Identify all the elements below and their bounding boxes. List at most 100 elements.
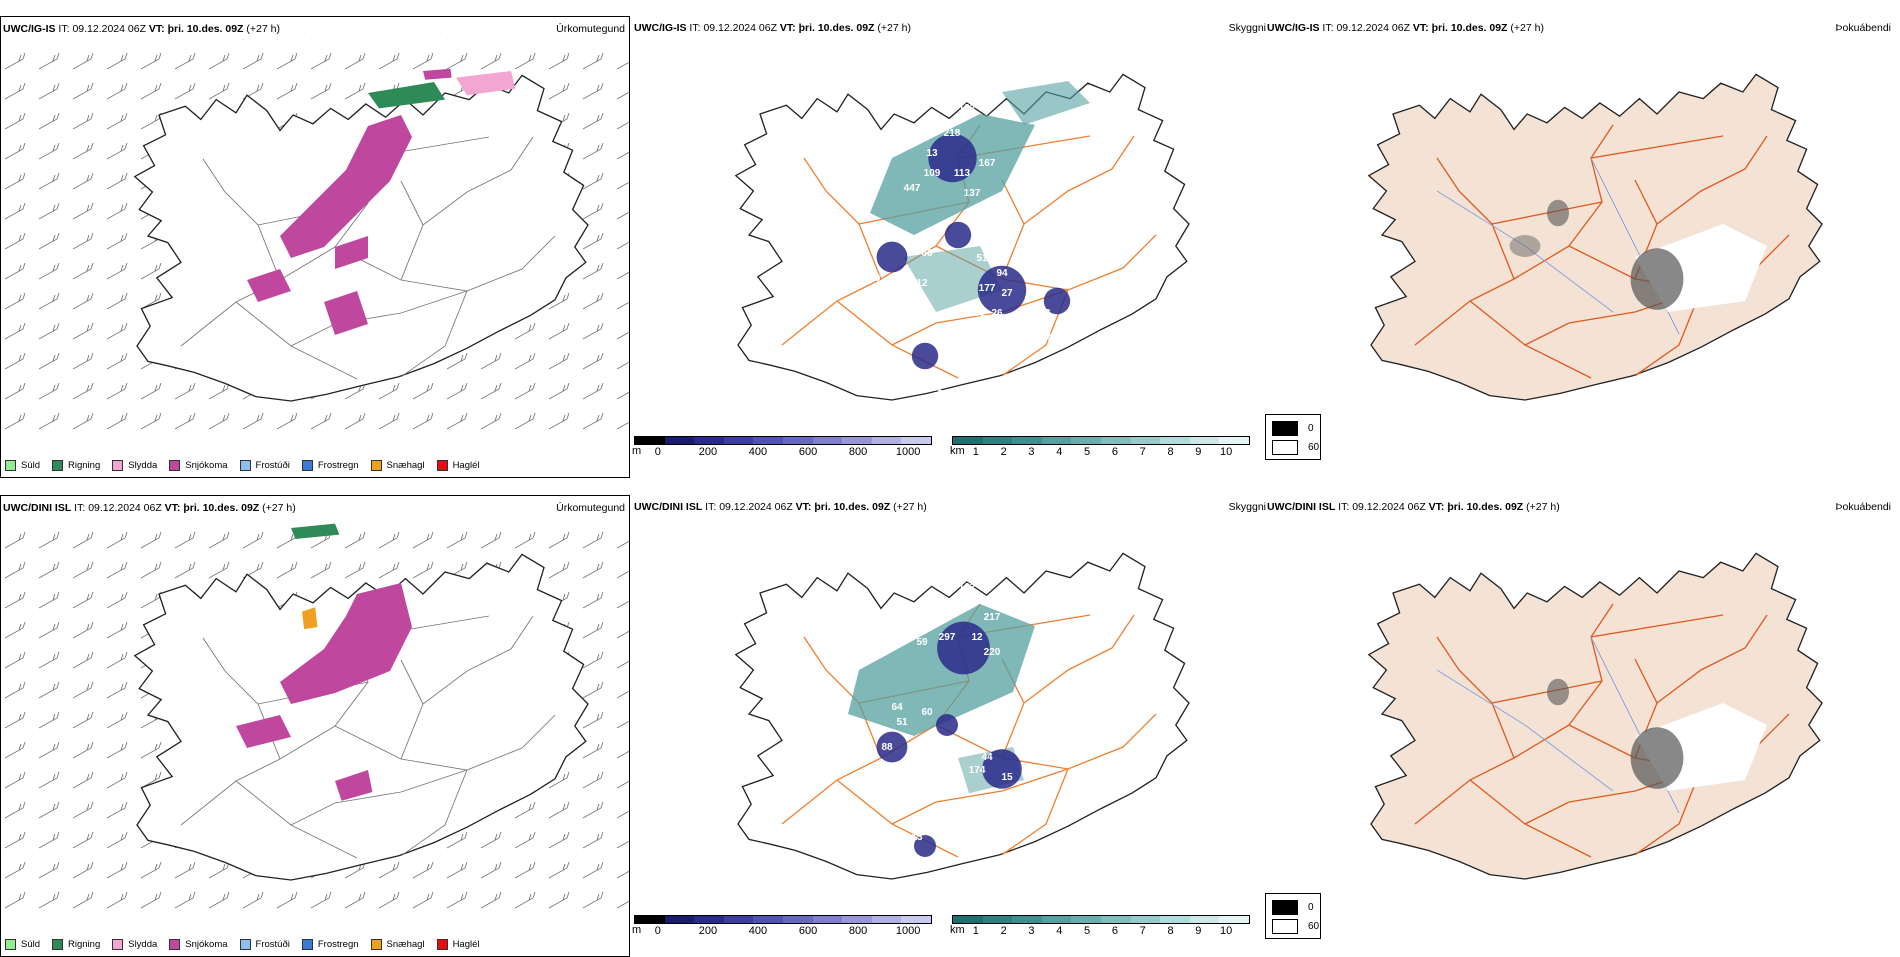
legend-swatch (239, 939, 251, 950)
cloudbase-value: 220 (984, 647, 1001, 658)
legend-item: Haglél (436, 460, 480, 471)
cloudbase-value: 59 (916, 637, 928, 648)
colorbar-cell (694, 437, 724, 444)
colorbar-cell (664, 437, 695, 444)
cloudbase-value: 15 (1001, 772, 1013, 783)
cloudbase-value: 447 (904, 183, 921, 194)
cloudbase-value: 44 (981, 752, 993, 763)
legend-item: Snæhagl (370, 460, 425, 471)
cloudbase-value: 81 (991, 737, 1003, 748)
cloudbase-value: 109 (924, 168, 941, 179)
colorbar-tick: 3 (1028, 446, 1035, 458)
colorbar-tick: 800 (848, 925, 868, 937)
panel-header: UWC/DINI ISL IT: 09.12.2024 06Z VT: þri.… (3, 502, 296, 514)
colorbar-cell (1100, 437, 1131, 444)
colorbar-tick: 400 (748, 446, 768, 458)
legend-item: Frostúði (239, 939, 290, 950)
cloudbase-value: 51 (896, 717, 908, 728)
cloudbase-value: 108 (1034, 308, 1051, 319)
cloudbase-value: 100 (864, 273, 881, 284)
legend-label: Haglél (452, 939, 480, 950)
colorbar-cell (1071, 437, 1101, 444)
legend-label: Snæhagl (386, 939, 425, 950)
visibility-bar (952, 915, 1250, 924)
cloudbase-value: 301 (954, 602, 971, 613)
colorbar-tick: 6 (1111, 446, 1118, 458)
cloudbase-value: 82 (941, 378, 953, 389)
colorbar-cell (1012, 916, 1042, 923)
cloudbase-value: 64 (891, 702, 903, 713)
colorbar-cell (842, 916, 872, 923)
legend-item: Súld (5, 939, 40, 950)
panel-title: Þokuábendi (1835, 501, 1891, 513)
colorbar-cell (1219, 916, 1249, 923)
visibility-unit: km (950, 924, 965, 936)
legend-swatch (370, 460, 382, 471)
legend-label: Frostúði (255, 460, 290, 471)
cloudbase-colorbar: 0 200 400 600 800 1000 m (632, 436, 932, 460)
colorbar-cell (664, 916, 695, 923)
cloudbase-value: 13 (926, 148, 938, 159)
precip-map (1, 518, 629, 918)
cloudbase-value: 61 (931, 383, 943, 394)
cloudbase-value: 60 (921, 707, 933, 718)
colorbar-tick: 600 (798, 925, 818, 937)
colorbar-tick: 5 (1084, 446, 1091, 458)
cloudbase-bar (634, 915, 932, 924)
colorbar-cell (901, 437, 931, 444)
colorbar-tick: 0 (654, 446, 661, 458)
legend-label: Snæhagl (386, 460, 425, 471)
colorbar-tick: 1000 (895, 446, 921, 458)
cloudbase-value: 217 (984, 612, 1001, 623)
colorbar-tick: 0 (654, 925, 661, 937)
colorbar-tick: 400 (748, 925, 768, 937)
visibility-panel-1: UWC/IG-IS IT: 09.12.2024 06Z VT: þri. 10… (632, 16, 1266, 478)
legend-item: Frostregn (301, 460, 359, 471)
legend-item: Snjókoma (169, 460, 228, 471)
colorbar-cell (901, 916, 931, 923)
panel-title: Úrkomutegund (556, 23, 625, 35)
cloudbase-value: 137 (964, 188, 981, 199)
cloudbase-value: 51 (976, 253, 988, 264)
legend-swatch (301, 939, 313, 950)
fog-map (1368, 73, 1823, 401)
cloudbase-value: 177 (979, 283, 996, 294)
legend-swatch (5, 939, 16, 950)
cloudbase-unit: m (632, 445, 642, 457)
colorbar-cell (753, 916, 783, 923)
legend-item: Slydda (112, 939, 157, 950)
colorbar-tick: 2 (1000, 925, 1007, 937)
visibility-panel-2: UWC/DINI ISL IT: 09.12.2024 06Z VT: þri.… (632, 495, 1266, 957)
colorbar-cell (1071, 916, 1101, 923)
cloudbase-value: 24 (1041, 333, 1053, 344)
visibility-ticks: 1 2 3 4 5 6 7 8 9 10 (952, 446, 1250, 460)
colorbar-tick: 8 (1167, 925, 1174, 937)
colorbar-cell (1130, 916, 1161, 923)
visibility-colorbar: 1 2 3 4 5 6 7 8 9 10 km (950, 915, 1250, 939)
colorbar-tick: 600 (798, 446, 818, 458)
fog-map (1368, 552, 1823, 880)
panel-title: Þokuábendi (1835, 22, 1891, 34)
cloudbase-value: 167 (979, 158, 996, 169)
colorbar-cell (871, 437, 902, 444)
panel-header: UWC/IG-IS IT: 09.12.2024 06Z VT: þri. 10… (634, 22, 911, 34)
cloudbase-value: 174 (969, 765, 986, 776)
legend-label: Frostregn (317, 460, 359, 471)
legend-item: Haglél (436, 939, 480, 950)
colorbar-tick: 4 (1056, 446, 1063, 458)
visibility-colorbar: 1 2 3 4 5 6 7 8 9 10 km (950, 436, 1250, 460)
legend-label: Slydda (128, 939, 158, 950)
colorbar-cell (635, 437, 665, 444)
colorbar-tick: 800 (848, 446, 868, 458)
legend-item: Slydda (112, 460, 157, 471)
colorbar-cell (982, 437, 1013, 444)
colorbar-cell (842, 437, 872, 444)
colorbar-tick: 4 (1056, 925, 1063, 937)
colorbar-cell (753, 437, 783, 444)
cloudbase-ticks: 0 200 400 600 800 1000 (634, 446, 932, 460)
precip-type-panel-2: UWC/DINI ISL IT: 09.12.2024 06Z VT: þri.… (0, 495, 630, 957)
fog-panel-1: UWC/IG-IS IT: 09.12.2024 06Z VT: þri. 10… (1265, 16, 1895, 478)
